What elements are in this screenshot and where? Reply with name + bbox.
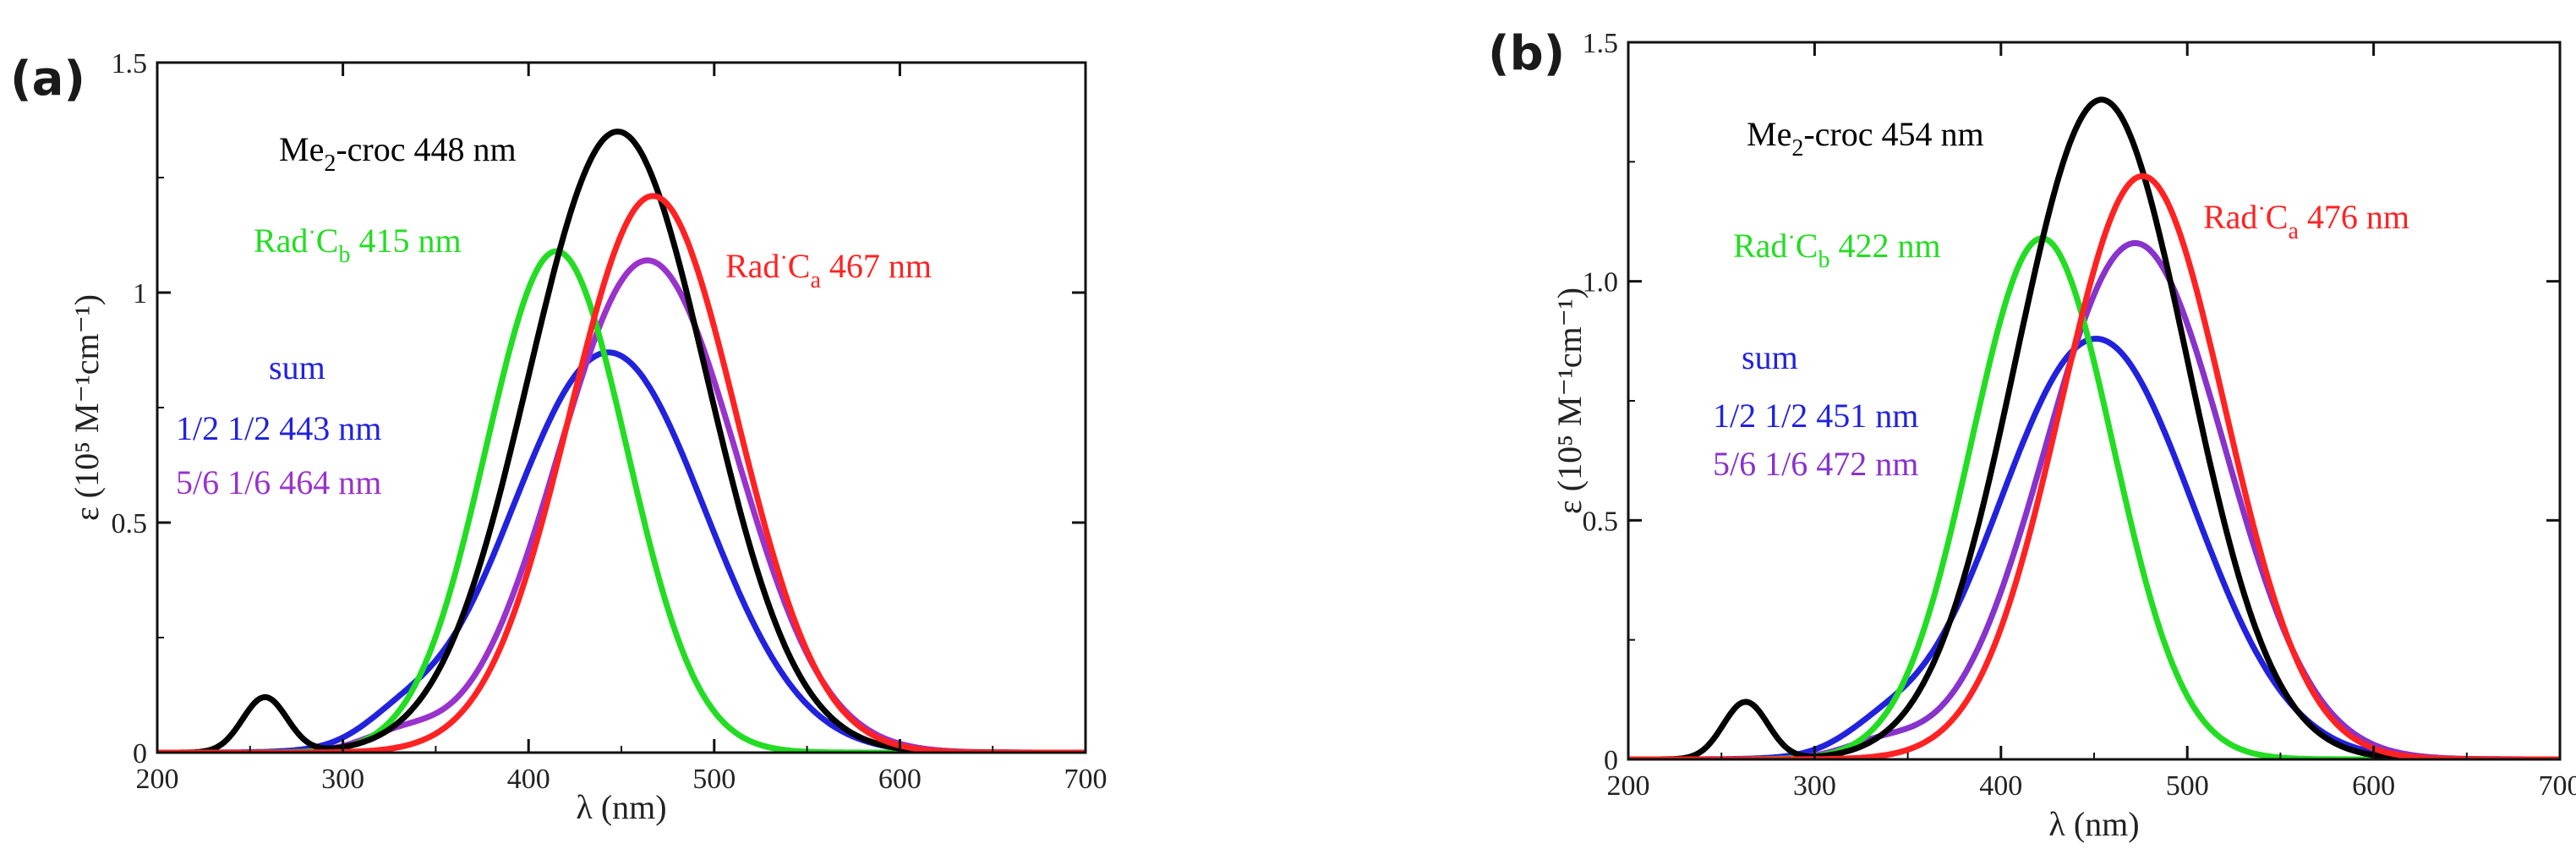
y-axis-label: ε (10⁵ M⁻¹cm⁻¹) xyxy=(68,294,106,521)
annotation-label: 1/2 1/2 443 nm xyxy=(176,409,381,447)
x-axis-label: λ (nm) xyxy=(576,788,666,826)
annotation-label: 5/6 1/6 472 nm xyxy=(1713,445,1918,483)
series-line-sum-5-6-1-6 xyxy=(157,257,1086,753)
annotation-label: Rad·Ca 476 nm xyxy=(2203,196,2409,244)
annotation-label: sum xyxy=(1742,338,1798,376)
series-line-sum-5-6-1-6 xyxy=(1628,239,2560,759)
annotation-label: sum xyxy=(269,348,325,386)
chart-panel-a: (a) 200 300 400 500 600 700 0 0.5 1 1.5 λ (nm) ε (10… xyxy=(10,48,1108,826)
annotation-label: Rad·Cb 415 nm xyxy=(254,220,462,268)
y-tick-label: 0.5 xyxy=(112,508,148,540)
y-tick-label: 0 xyxy=(1604,745,1618,776)
x-tick-label: 500 xyxy=(2166,770,2209,802)
x-tick-label: 400 xyxy=(507,764,550,795)
x-tick-label: 400 xyxy=(1979,770,2022,802)
annotation-label: Rad·Ca 467 nm xyxy=(725,245,932,293)
chart-panel-b: (b) 200 300 400 500 600 700 0 0.5 1.0 1.5 λ (nm) ε (… xyxy=(1488,26,2576,843)
panel-label: (a) xyxy=(10,52,85,107)
x-tick-label: 200 xyxy=(136,764,179,795)
annotation-label: 1/2 1/2 451 nm xyxy=(1713,397,1918,435)
annotation-label: 5/6 1/6 464 nm xyxy=(176,463,381,501)
series-line-rad-cb xyxy=(1628,235,2560,759)
y-axis-label: ε (10⁵ M⁻¹cm⁻¹) xyxy=(1551,288,1589,514)
series-line-rad-cb xyxy=(157,248,1086,753)
panel-label: (b) xyxy=(1488,26,1565,81)
y-tick-label: 1.5 xyxy=(112,48,148,79)
y-tick-label: 0.5 xyxy=(1583,506,1619,537)
x-tick-label: 200 xyxy=(1607,770,1650,802)
x-tick-label: 500 xyxy=(692,764,736,795)
y-tick-label: 0 xyxy=(133,738,147,770)
x-tick-label: 300 xyxy=(1793,770,1836,802)
x-axis-label: λ (nm) xyxy=(2048,805,2139,843)
y-tick-label: 1 xyxy=(133,278,147,309)
x-tick-label: 300 xyxy=(321,764,364,795)
x-tick-label: 700 xyxy=(2539,770,2576,802)
y-tick-label: 1.5 xyxy=(1583,28,1619,59)
x-tick-label: 600 xyxy=(2352,770,2395,802)
annotation-label: Rad·Cb 422 nm xyxy=(1733,225,1941,273)
annotation-label: Me2-croc 454 nm xyxy=(1747,115,1984,162)
x-tick-label: 600 xyxy=(878,764,922,795)
annotation-label: Me2-croc 448 nm xyxy=(279,130,517,177)
x-tick-label: 700 xyxy=(1064,764,1108,795)
y-tick-label: 1.0 xyxy=(1583,267,1619,299)
